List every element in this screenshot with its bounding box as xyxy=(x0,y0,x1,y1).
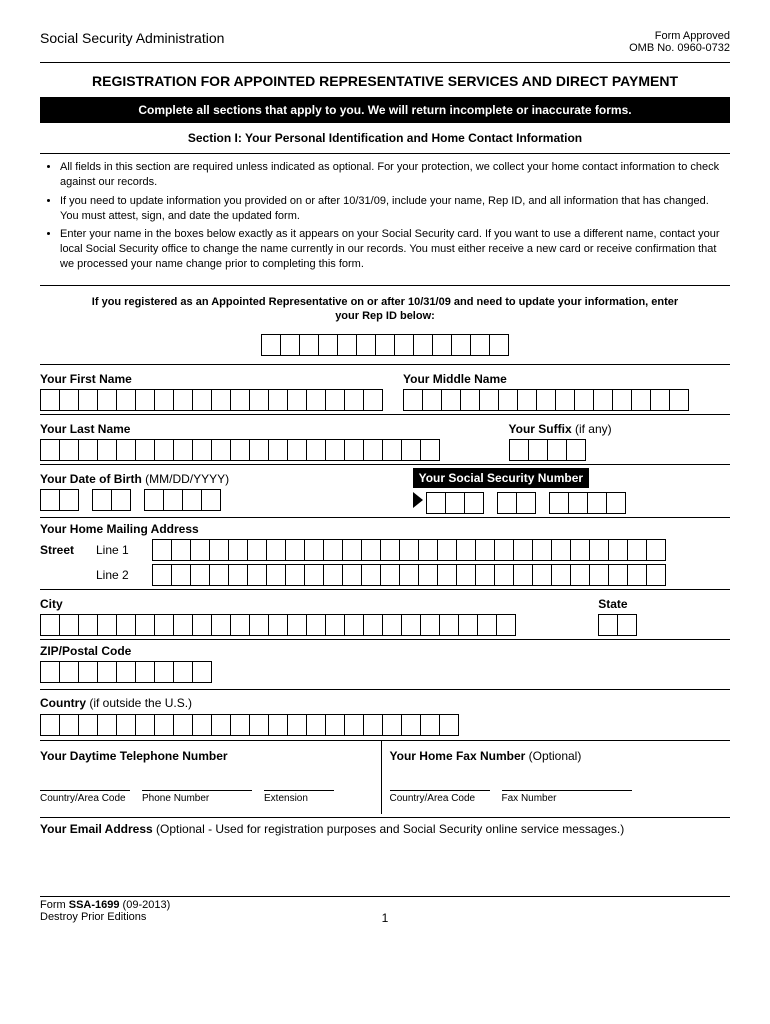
phone-number-sublabel: Phone Number xyxy=(142,793,252,804)
suffix-boxes[interactable] xyxy=(509,439,731,461)
country-label: Country xyxy=(40,696,86,710)
last-name-boxes[interactable] xyxy=(40,439,489,461)
middle-name-boxes[interactable] xyxy=(403,389,730,411)
mailing-label: Your Home Mailing Address xyxy=(40,522,730,536)
fax-number-field[interactable] xyxy=(502,777,632,791)
street-line1-boxes[interactable] xyxy=(152,539,666,561)
page-number: 1 xyxy=(382,911,389,925)
bullet-2: If you need to update information you pr… xyxy=(60,194,730,224)
middle-name-label: Your Middle Name xyxy=(403,372,730,386)
phone-extension-field[interactable] xyxy=(264,777,334,791)
form-prefix: Form xyxy=(40,899,69,911)
zip-boxes[interactable] xyxy=(40,661,730,683)
ssn-boxes[interactable] xyxy=(413,492,730,514)
email-label: Your Email Address xyxy=(40,822,153,836)
agency-name: Social Security Administration xyxy=(40,30,224,54)
first-name-label: Your First Name xyxy=(40,372,383,386)
form-approved: Form Approved xyxy=(629,30,730,42)
country-hint: (if outside the U.S.) xyxy=(86,696,192,710)
email-hint: (Optional - Used for registration purpos… xyxy=(153,822,625,836)
form-revision: (09-2013) xyxy=(120,899,171,911)
ssn-label: Your Social Security Number xyxy=(413,468,590,488)
bullet-3: Enter your name in the boxes below exact… xyxy=(60,227,730,272)
daytime-phone-label: Your Daytime Telephone Number xyxy=(40,749,375,763)
dob-boxes[interactable] xyxy=(40,489,413,511)
first-name-boxes[interactable] xyxy=(40,389,383,411)
bullet-1: All fields in this section are required … xyxy=(60,160,730,190)
fax-hint: (Optional) xyxy=(525,749,581,763)
form-title: REGISTRATION FOR APPOINTED REPRESENTATIV… xyxy=(40,73,730,89)
country-boxes[interactable] xyxy=(40,714,730,736)
rep-id-instruction: If you registered as an Appointed Repres… xyxy=(40,289,730,330)
phone-extension-sublabel: Extension xyxy=(264,793,334,804)
arrow-icon xyxy=(413,492,423,508)
rep-id-boxes[interactable] xyxy=(40,334,730,356)
section-1-title: Section I: Your Personal Identification … xyxy=(40,123,730,154)
omb-number: OMB No. 0960-0732 xyxy=(629,42,730,54)
form-number: SSA-1699 xyxy=(69,899,120,911)
dob-hint: (MM/DD/YYYY) xyxy=(142,472,229,486)
street-line2-boxes[interactable] xyxy=(152,564,666,586)
fax-number-sublabel: Fax Number xyxy=(502,793,632,804)
instruction-bullets: All fields in this section are required … xyxy=(40,154,730,282)
state-boxes[interactable] xyxy=(598,614,730,636)
fax-country-sublabel: Country/Area Code xyxy=(390,793,490,804)
city-label: City xyxy=(40,597,578,611)
street-label: Street xyxy=(40,543,90,557)
last-name-label: Your Last Name xyxy=(40,422,489,436)
suffix-label: Your Suffix xyxy=(509,422,572,436)
city-boxes[interactable] xyxy=(40,614,578,636)
phone-number-field[interactable] xyxy=(142,777,252,791)
phone-country-sublabel: Country/Area Code xyxy=(40,793,130,804)
line2-label: Line 2 xyxy=(96,568,146,582)
instruction-bar: Complete all sections that apply to you.… xyxy=(40,97,730,123)
fax-label: Your Home Fax Number xyxy=(390,749,526,763)
zip-label: ZIP/Postal Code xyxy=(40,644,730,658)
fax-country-code-field[interactable] xyxy=(390,777,490,791)
suffix-hint: (if any) xyxy=(572,422,612,436)
line1-label: Line 1 xyxy=(96,543,146,557)
dob-label: Your Date of Birth xyxy=(40,472,142,486)
phone-country-code-field[interactable] xyxy=(40,777,130,791)
state-label: State xyxy=(598,597,730,611)
